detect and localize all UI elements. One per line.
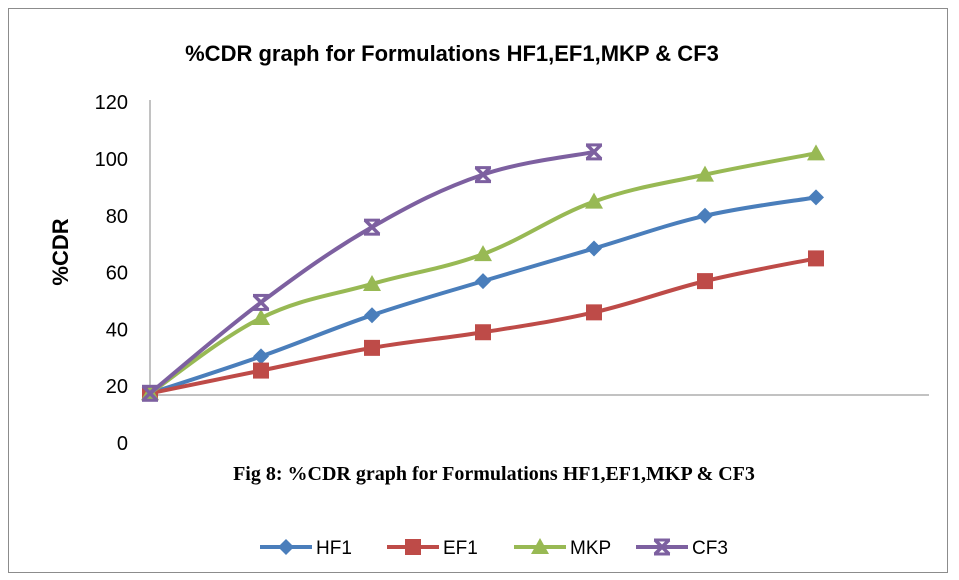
legend-label: MKP — [570, 538, 611, 559]
y-axis-label: %CDR — [48, 218, 73, 285]
data-point-cf3 — [585, 143, 603, 161]
legend-item-mkp: MKP — [514, 538, 611, 559]
legend-item-hf1: HF1 — [260, 538, 352, 559]
legend-label: CF3 — [692, 538, 728, 559]
legend-marker — [405, 539, 421, 555]
data-point-cf3 — [252, 293, 270, 311]
series-line-hf1 — [148, 195, 818, 396]
data-point-hf1 — [808, 189, 824, 206]
data-point-ef1 — [364, 339, 380, 356]
data-point-ef1 — [808, 250, 824, 267]
figure-caption: Fig 8: %CDR graph for Formulations HF1,E… — [233, 463, 755, 485]
data-point-hf1 — [475, 273, 491, 290]
legend: HF1 EF1 MKP CF3 — [260, 538, 728, 559]
data-point-hf1 — [253, 348, 269, 365]
series-line-cf3 — [148, 149, 596, 396]
series-hf1 — [142, 189, 824, 402]
legend-marker — [653, 538, 671, 556]
y-tick-label: 40 — [106, 319, 128, 341]
data-point-mkp — [474, 245, 492, 262]
legend-marker — [278, 539, 294, 555]
data-point-mkp — [252, 309, 270, 326]
data-point-cf3 — [474, 166, 492, 184]
data-point-hf1 — [586, 240, 602, 257]
y-tick-label: 120 — [95, 92, 128, 114]
legend-item-ef1: EF1 — [387, 538, 478, 559]
y-tick-label: 80 — [106, 206, 128, 228]
data-point-mkp — [696, 165, 714, 182]
legend-item-cf3: CF3 — [636, 538, 728, 559]
data-point-mkp — [363, 274, 381, 291]
data-point-cf3 — [363, 218, 381, 236]
data-point-ef1 — [586, 304, 602, 321]
series-cf3 — [141, 143, 603, 402]
legend-label: EF1 — [443, 538, 478, 559]
data-point-hf1 — [697, 207, 713, 224]
data-point-mkp — [807, 144, 825, 161]
data-point-hf1 — [364, 307, 380, 324]
data-point-mkp — [585, 192, 603, 209]
y-tick-label: 100 — [95, 149, 128, 171]
plot-area — [141, 143, 825, 402]
y-tick-labels: 0 20 40 60 80 100 120 — [95, 92, 128, 455]
legend-marker — [531, 538, 549, 554]
data-point-ef1 — [697, 273, 713, 290]
y-tick-label: 0 — [117, 433, 128, 455]
chart-title: %CDR graph for Formulations HF1,EF1,MKP … — [185, 41, 719, 66]
legend-label: HF1 — [316, 538, 352, 559]
data-point-ef1 — [253, 362, 269, 379]
chart-frame — [8, 8, 948, 573]
y-tick-label: 20 — [106, 376, 128, 398]
y-tick-label: 60 — [106, 263, 128, 285]
data-point-ef1 — [475, 324, 491, 341]
data-point-cf3 — [141, 384, 159, 402]
